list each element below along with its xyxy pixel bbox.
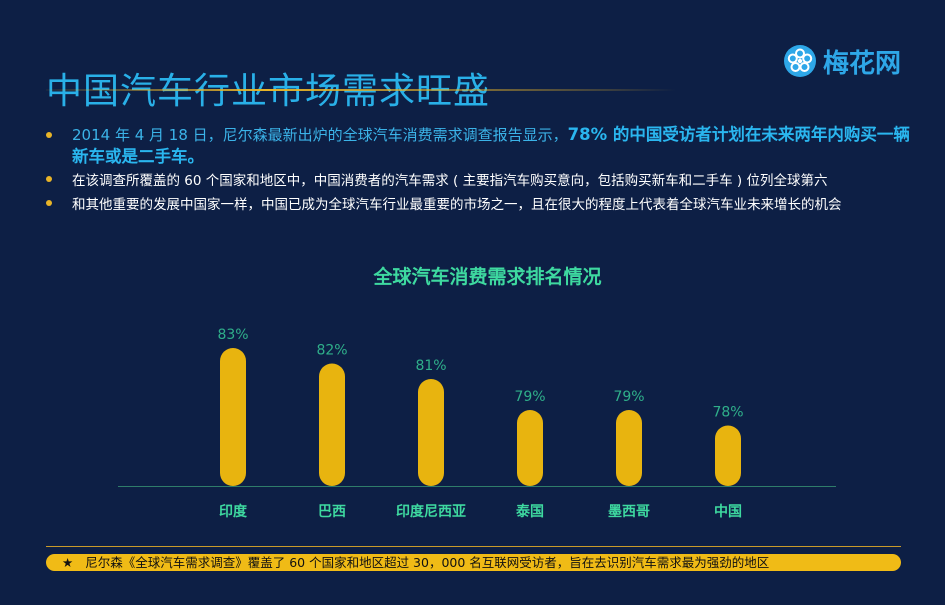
bullet-text: 在该调查所覆盖的 60 个国家和地区中，中国消费者的汽车需求 ( 主要指汽车购买… (72, 173, 828, 189)
bar (220, 348, 246, 486)
bar-value-label: 78% (712, 405, 743, 421)
star-icon: ★ (62, 555, 74, 570)
bullet-text: 2014 年 4 月 18 日，尼尔森最新出炉的全球汽车消费需求调查报告显示，7… (72, 124, 916, 168)
footnote-text: 尼尔森《全球汽车需求调查》覆盖了 60 个国家和地区超过 30，000 名互联网… (85, 555, 770, 570)
bar (418, 379, 444, 486)
bar (715, 425, 741, 486)
bar-value-label: 82% (316, 343, 347, 359)
category-label: 中国 (714, 503, 742, 520)
category-label: 巴西 (318, 504, 346, 520)
bar (517, 410, 543, 486)
title-underline (46, 89, 676, 91)
bullet-dot (46, 132, 52, 138)
category-label: 泰国 (515, 503, 544, 520)
footnote-divider (46, 546, 901, 547)
bar-value-label: 81% (415, 358, 446, 374)
bullet-item: 在该调查所覆盖的 60 个国家和地区中，中国消费者的汽车需求 ( 主要指汽车购买… (46, 168, 916, 192)
bullet-text: 和其他重要的发展中国家一样，中国已成为全球汽车行业最重要的市场之一，且在很大的程… (72, 197, 842, 213)
chart-title: 全球汽车消费需求排名情况 (373, 266, 602, 288)
bullet-dot (46, 176, 52, 182)
bullet-item: 和其他重要的发展中国家一样，中国已成为全球汽车行业最重要的市场之一，且在很大的程… (46, 192, 916, 216)
bar-value-label: 79% (514, 389, 545, 405)
plum-blossom-logo-icon (784, 45, 816, 77)
bullet-highlight: 78% 的中国受访者计划在未来两年内购买一辆新车或是二手车。 (72, 125, 910, 166)
bullet-text-lead: 2014 年 4 月 18 日，尼尔森最新出炉的全球汽车消费需求调查报告显示， (72, 126, 568, 144)
bar-value-label: 83% (217, 327, 248, 343)
bar (319, 363, 345, 486)
bar (616, 410, 642, 486)
page-title: 中国汽车行业市场需求旺盛 (46, 71, 491, 113)
category-label: 印度 (219, 503, 248, 520)
category-label: 印度尼西亚 (396, 503, 466, 520)
bullet-item: 2014 年 4 月 18 日，尼尔森最新出炉的全球汽车消费需求调查报告显示，7… (46, 124, 916, 168)
logo-text: 梅花网 (823, 48, 902, 79)
footnote: ★ 尼尔森《全球汽车需求调查》覆盖了 60 个国家和地区超过 30，000 名互… (46, 554, 901, 571)
logo: 梅花网 (783, 44, 902, 79)
bar-value-label: 79% (613, 389, 644, 405)
category-label: 墨西哥 (608, 504, 650, 520)
bullet-dot (46, 200, 52, 206)
bullet-list: 2014 年 4 月 18 日，尼尔森最新出炉的全球汽车消费需求调查报告显示，7… (46, 124, 916, 216)
